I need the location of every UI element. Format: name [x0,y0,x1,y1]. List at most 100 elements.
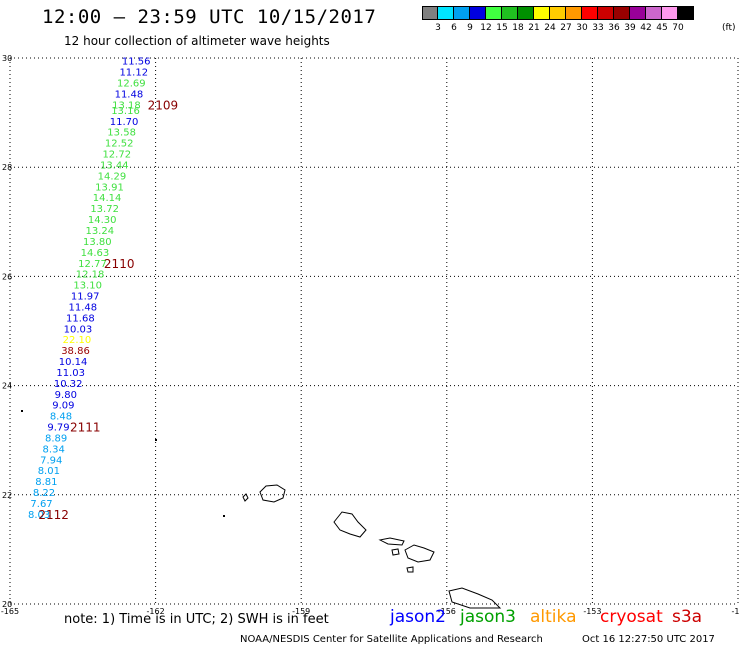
legend-swatch [502,6,518,20]
lon-tick-label: -165 [1,607,19,616]
maui-island [404,544,435,563]
wave-height-reading: 13.80 [83,237,112,248]
legend-swatch [486,6,502,20]
wave-height-reading: 10.03 [64,324,93,335]
legend-label: 30 [576,23,588,33]
wave-height-reading: 12.52 [105,139,134,150]
legend-swatch [454,6,470,20]
wave-height-reading: 12.69 [117,79,146,90]
wave-height-reading: 8.48 [50,412,72,423]
satellite-jason2: jason2 [390,607,446,627]
legend-swatch [630,6,646,20]
legend-label: 24 [544,23,556,33]
wave-height-reading: 11.68 [66,313,95,324]
map-grid [9,57,739,605]
legend-swatch [550,6,566,20]
wave-height-reading: 13.24 [85,226,114,237]
wave-height-reading: 8.03 [28,510,50,521]
pass-time-label: 2111 [70,421,101,435]
legend-label: 18 [512,23,524,33]
lanai-island [391,548,400,556]
map-title: 12:00 – 23:59 UTC 10/15/2017 [42,6,377,28]
legend-labels: 3 6 9 12 15 18 21 24 27 30 33 36 39 42 45 70 [422,23,694,33]
wave-height-reading: 13.44 [100,160,129,171]
wave-height-reading: 8.01 [38,466,60,477]
axis-tick-labels: -165 -162 -159 -156 -153 -15 30 28 26 24 22 20 [1,54,740,616]
wave-height-reading: 10.32 [54,379,83,390]
small-islets [21,410,225,517]
wave-height-reading: 38.86 [61,346,90,357]
legend-swatch [470,6,486,20]
legend-swatch [422,6,438,20]
legend-label: 15 [496,23,508,33]
wave-height-reading: 8.81 [35,477,57,488]
wave-height-observations: 11.5611.1212.6911.4813.1813.1611.7013.58… [28,57,151,521]
kahoolawe-island [406,566,414,573]
wave-height-reading: 14.29 [98,171,127,182]
legend-swatches [422,6,694,20]
hawaiian-islands [242,484,502,609]
wave-height-reading: 12.77 [78,259,107,270]
wave-height-reading: 12.72 [102,150,131,161]
legend-label: 27 [560,23,572,33]
pass-time-label: 2110 [104,257,135,271]
pass-time-label: 2109 [148,98,179,112]
lat-tick-label: 28 [2,163,12,172]
legend-swatch [518,6,534,20]
pass-time-labels: 2109 2110 2111 2112 [38,98,178,521]
wave-height-color-legend: 3 6 9 12 15 18 21 24 27 30 33 36 39 42 45 70 (ft) [422,6,736,33]
legend-label: 21 [528,23,540,33]
lat-tick-label: 30 [2,54,12,63]
satellite-jason3: jason3 [460,607,516,627]
wave-height-reading: 12.18 [76,270,105,281]
generated-timestamp: Oct 16 12:27:50 UTC 2017 [582,634,715,645]
legend-label: 36 [608,23,620,33]
lon-tick-label: -15 [731,607,740,616]
legend-label: 6 [451,23,457,33]
legend-label: 45 [656,23,668,33]
wave-height-reading: 13.72 [90,204,119,215]
wave-height-reading: 8.22 [33,488,55,499]
wave-height-reading: 9.09 [52,401,74,412]
pass-time-label: 2112 [38,508,69,522]
wave-height-reading: 11.48 [115,89,144,100]
wave-height-reading: 14.14 [93,193,122,204]
map-subtitle: 12 hour collection of altimeter wave hei… [64,34,330,48]
molokai-island [378,537,405,546]
hawaii-big-island [448,587,502,609]
wave-height-reading: 22.10 [63,335,92,346]
wave-height-reading: 7.94 [40,455,62,466]
wave-height-reading: 10.14 [59,357,88,368]
wave-height-reading: 9.79 [47,423,69,434]
wave-height-reading: 11.97 [71,292,100,303]
wave-height-reading: 11.12 [119,68,148,79]
legend-swatch [614,6,630,20]
islet-speck [155,439,157,441]
credit-line: NOAA/NESDIS Center for Satellite Applica… [240,634,543,645]
legend-swatch [646,6,662,20]
wave-height-reading: 11.03 [56,368,85,379]
wave-height-reading: 11.48 [68,302,97,313]
legend-label: 12 [480,23,492,33]
lon-tick-label: -156 [438,607,456,616]
legend-label: 70 [672,23,684,33]
legend-label: 9 [467,23,473,33]
kauai-island [259,484,286,503]
wave-height-reading: 13.18 [112,100,141,111]
wave-height-reading: 8.34 [43,444,65,455]
lon-tick-label: -159 [292,607,310,616]
wave-height-reading: 8.89 [45,433,67,444]
footnote: note: 1) Time is in UTC; 2) SWH is in fe… [64,612,329,627]
legend-swatch [534,6,550,20]
wave-height-reading: 9.80 [55,390,77,401]
wave-height-reading: 13.58 [107,128,136,139]
legend-swatch [438,6,454,20]
legend-unit: (ft) [722,23,736,33]
wave-height-reading: 11.56 [122,57,151,68]
legend-label: 3 [435,23,441,33]
wave-height-reading: 13.10 [73,281,102,292]
legend-swatch [662,6,678,20]
lat-tick-label: 20 [2,600,12,609]
legend-label: 33 [592,23,604,33]
